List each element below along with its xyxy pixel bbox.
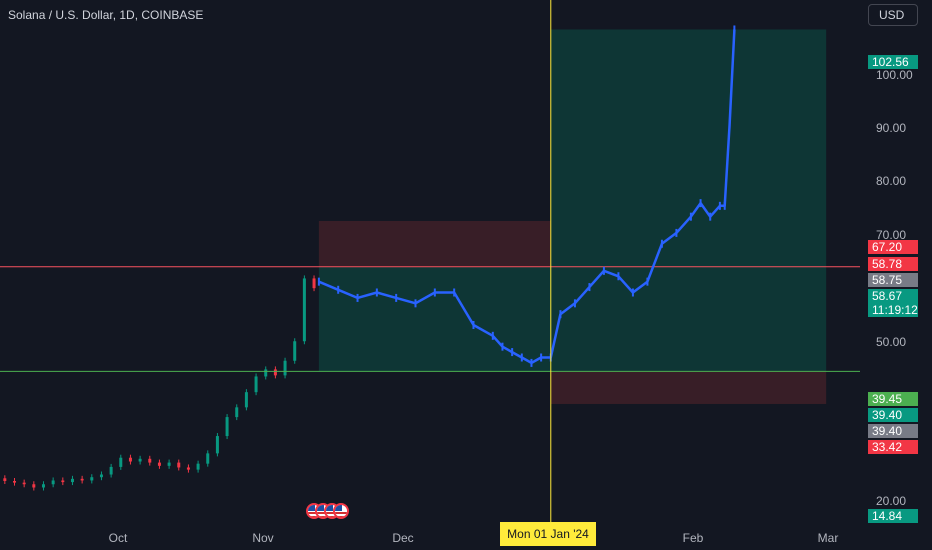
price-line-series <box>318 29 736 365</box>
candle-body <box>109 466 113 475</box>
price-badge-green-line: 39.45 <box>868 392 918 406</box>
loss-zone <box>318 221 551 267</box>
y-tick-label: 20.00 <box>876 494 907 508</box>
candle-body <box>41 484 45 488</box>
candle-body <box>148 458 152 463</box>
y-tick-label: 100.00 <box>876 68 913 82</box>
candle-body <box>186 467 190 470</box>
candle-body <box>119 457 123 467</box>
candle-body <box>138 458 142 462</box>
candle-body <box>80 478 84 481</box>
price-badge-stop-top: 67.20 <box>868 240 918 254</box>
currency-button[interactable]: USD <box>868 4 918 26</box>
x-tick-label: Nov <box>252 531 274 545</box>
economic-events-flags[interactable] <box>306 503 349 521</box>
candle-body <box>51 480 55 485</box>
candle-body <box>12 481 16 483</box>
x-tick-label: Dec <box>392 531 414 545</box>
candle-body <box>22 482 26 485</box>
candle-body <box>215 436 219 454</box>
candle-body <box>32 484 36 488</box>
candle-body <box>254 376 258 393</box>
candle-body <box>293 341 297 361</box>
y-tick-label: 70.00 <box>876 228 907 242</box>
candle-body <box>61 480 65 483</box>
loss-zone <box>550 371 827 404</box>
y-tick-label: 90.00 <box>876 121 907 135</box>
candle-body <box>206 453 210 464</box>
candle-body <box>157 462 161 466</box>
candle-body <box>90 477 94 481</box>
x-tick-label: Feb <box>682 531 704 545</box>
x-tick-label: Oct <box>108 531 128 545</box>
crosshair-date-label: Mon 01 Jan '24 <box>500 522 596 546</box>
candle-body <box>273 369 277 376</box>
candle-body <box>99 474 103 478</box>
y-tick-label: 80.00 <box>876 174 907 188</box>
candle-body <box>302 278 306 342</box>
price-badge-gray: 39.40 <box>868 424 918 438</box>
price-badge-last: 58.67 <box>868 289 918 303</box>
price-badge-high: 102.56 <box>868 55 918 69</box>
us-flag-icon[interactable] <box>333 503 349 519</box>
price-badge-entry-high: 58.78 <box>868 257 918 271</box>
candle-body <box>128 457 132 462</box>
price-badge-stop: 33.42 <box>868 440 918 454</box>
y-tick-label: 50.00 <box>876 335 907 349</box>
countdown-badge: 11:19:12 <box>868 303 918 317</box>
candle-body <box>244 392 248 408</box>
symbol-title: Solana / U.S. Dollar, 1D, COINBASE <box>8 8 204 22</box>
candle-body <box>312 278 316 289</box>
candle-body <box>235 407 239 418</box>
candle-body <box>70 478 74 483</box>
candle-body <box>225 417 229 437</box>
price-badge-target: 39.40 <box>868 408 918 422</box>
candle-body <box>177 462 181 468</box>
candle-body <box>196 463 200 470</box>
candle-body <box>283 360 287 376</box>
candle-body <box>264 369 268 377</box>
candle-body <box>3 478 7 481</box>
price-badge-low: 14.84 <box>868 509 918 523</box>
profit-zone <box>550 29 827 372</box>
x-tick-label: Mar <box>817 531 839 545</box>
price-badge-line: 58.75 <box>868 273 918 287</box>
candle-body <box>167 462 171 466</box>
